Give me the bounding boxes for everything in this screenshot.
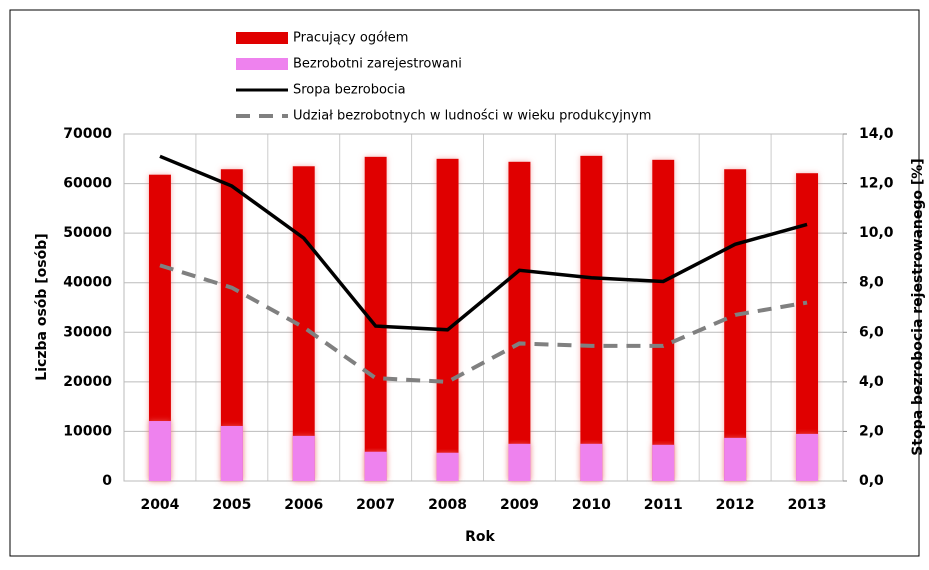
- bar: [292, 435, 315, 481]
- bar: [436, 158, 459, 482]
- bar: [508, 443, 531, 481]
- legend-swatch: [236, 32, 288, 44]
- legend-label: Sropa bezrobocia: [293, 83, 406, 98]
- legend-label: Bezrobotni zarejestrowani: [293, 57, 462, 72]
- line: [159, 263, 808, 384]
- bar: [796, 173, 819, 481]
- x-tick-label: 2012: [716, 497, 755, 513]
- y2-tick-label: 14,0: [859, 126, 894, 142]
- y-tick-label: 10000: [63, 423, 112, 439]
- bar: [580, 443, 603, 481]
- bar: [652, 444, 675, 481]
- bar: [220, 425, 243, 481]
- y2-tick-label: 12,0: [859, 176, 894, 192]
- x-tick-label: 2004: [140, 497, 179, 513]
- bar: [796, 433, 819, 481]
- bar: [652, 159, 675, 481]
- bar: [148, 174, 171, 482]
- y-axis-title: Liczba osób [osób]: [34, 233, 50, 380]
- x-tick-label: 2013: [788, 497, 827, 513]
- bar: [724, 169, 747, 481]
- x-tick-label: 2005: [212, 497, 251, 513]
- x-tick-label: 2007: [356, 497, 395, 513]
- legend-swatch: [236, 58, 288, 70]
- y2-tick-label: 2,0: [859, 423, 884, 439]
- x-axis-title: Rok: [465, 529, 495, 545]
- bar: [436, 452, 459, 481]
- x-tick-label: 2006: [284, 497, 323, 513]
- y2-axis-title: Stopa bezrobocia rejestrowanego [%]: [910, 158, 926, 455]
- x-tick-label: 2011: [644, 497, 683, 513]
- legend-label: Pracujący ogółem: [293, 31, 408, 46]
- bar: [148, 421, 171, 481]
- y2-tick-label: 10,0: [859, 225, 894, 241]
- y-tick-label: 30000: [63, 324, 112, 340]
- y-tick-label: 0: [102, 473, 112, 489]
- bar: [364, 156, 387, 481]
- x-tick-label: 2009: [500, 497, 539, 513]
- y2-tick-label: 8,0: [859, 275, 884, 291]
- y-tick-label: 60000: [63, 176, 112, 192]
- legend-label: Udział bezrobotnych w ludności w wieku p…: [293, 109, 651, 124]
- bar: [220, 169, 243, 481]
- bar: [364, 451, 387, 481]
- bar: [724, 437, 747, 481]
- line: [159, 154, 808, 332]
- y-tick-label: 50000: [63, 225, 112, 241]
- y2-tick-label: 0,0: [859, 473, 884, 489]
- y-tick-label: 40000: [63, 275, 112, 291]
- x-tick-label: 2010: [572, 497, 611, 513]
- x-tick-label: 2008: [428, 497, 467, 513]
- y2-tick-label: 6,0: [859, 324, 884, 340]
- y-tick-label: 70000: [63, 126, 112, 142]
- bar: [580, 155, 603, 481]
- bar: [508, 161, 531, 481]
- y2-tick-label: 4,0: [859, 374, 884, 390]
- y-tick-label: 20000: [63, 374, 112, 390]
